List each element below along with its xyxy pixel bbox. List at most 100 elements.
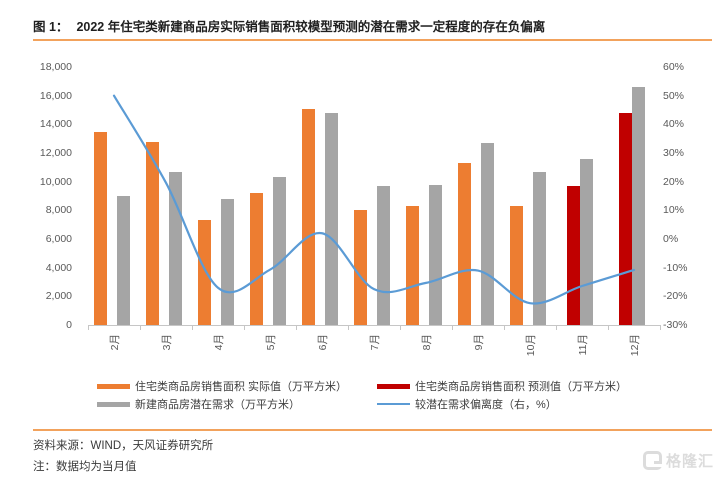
x-axis-tick [660, 325, 661, 330]
bar-predicted [567, 185, 580, 325]
potential-swatch [97, 401, 130, 407]
x-category-label: 5月 [265, 334, 277, 351]
x-axis-tick [192, 325, 193, 330]
bar-potential [169, 171, 182, 325]
y-right-tick-label: 0% [663, 233, 679, 245]
x-category-label-wrap: 10月 [523, 334, 537, 382]
bar-potential [221, 198, 234, 325]
y-right-tick-label: -20% [663, 290, 688, 303]
bar-potential [273, 177, 286, 325]
bar-actual [302, 108, 315, 325]
x-category-label: 11月 [577, 334, 589, 356]
x-category-label-wrap: 12月 [627, 334, 641, 382]
bar-potential [117, 196, 130, 325]
x-axis-tick [296, 325, 297, 330]
x-axis-tick [452, 325, 453, 330]
x-category-label: 10月 [525, 334, 537, 357]
x-category-label-wrap: 7月 [367, 334, 381, 382]
bar-actual [198, 220, 211, 325]
x-category-label-wrap: 9月 [471, 334, 485, 382]
bar-actual [510, 206, 523, 325]
bar-actual [146, 141, 159, 325]
legend-item-predicted: 住宅类商品房销售面积 预测值（万平方米） [377, 378, 627, 394]
bar-actual [94, 131, 107, 325]
x-category-label-wrap: 3月 [159, 334, 173, 382]
y-right-tick-label: 50% [663, 89, 685, 102]
y-left-tick-label: 4,000 [45, 261, 72, 274]
actual-swatch [97, 383, 130, 389]
bar-potential [325, 112, 338, 325]
gelonghui-logo-icon [642, 451, 662, 470]
source-text: 资料来源：WIND，天风证券研究所 [33, 440, 214, 452]
y-right-tick-label: 60% [663, 61, 685, 73]
y-left-tick-label: 12,000 [39, 147, 72, 159]
x-category-label: 4月 [213, 334, 225, 351]
y-right-tick-label: 30% [663, 147, 685, 159]
x-category-label: 6月 [317, 334, 329, 351]
x-category-label: 3月 [161, 334, 173, 351]
y-right-tick-label: 40% [663, 118, 685, 131]
y-left-tick-label: 0 [66, 319, 72, 331]
x-category-label: 7月 [369, 334, 381, 351]
x-category-label: 2月 [109, 334, 121, 351]
y-right-tick-label: 10% [663, 204, 685, 217]
y-left-tick-label: 6,000 [45, 233, 72, 245]
y-left-tick-label: 10,000 [39, 175, 72, 188]
y-left-tick-label: 8,000 [45, 204, 72, 217]
bar-predicted [619, 112, 632, 325]
gelonghui-logo-text: 格隆汇 [665, 453, 714, 470]
legend-item-deviation: 较潜在需求偏离度（右，%） [377, 396, 557, 412]
x-axis-tick [556, 325, 557, 330]
x-category-label: 9月 [473, 334, 485, 351]
bar-actual [250, 193, 263, 325]
deviation-line [112, 94, 636, 305]
bar-potential [580, 158, 593, 325]
x-axis-line [88, 325, 661, 326]
bar-actual [406, 206, 419, 325]
bar-potential [429, 184, 442, 325]
chart-area: 18,000 16,000 14,000 12,000 10,000 8,000 6,000… [39, 61, 688, 382]
x-axis-tick [140, 325, 141, 330]
x-category-label: 8月 [421, 334, 433, 351]
deviation-line-swatch [377, 403, 410, 405]
y-left-tick-label: 16,000 [39, 89, 72, 102]
y-left-tick-label: 14,000 [39, 118, 72, 131]
x-axis-tick [608, 325, 609, 330]
figure-label: 图 1： [33, 20, 69, 34]
x-category-label: 12月 [629, 334, 641, 357]
gelonghui-logo: 格隆汇 [642, 450, 714, 471]
x-category-label-wrap: 11月 [575, 334, 589, 382]
footer-divider [33, 429, 712, 431]
note-text: 注：数据均为当月值 [33, 461, 137, 473]
bar-potential [481, 142, 494, 325]
legend-label-potential: 新建商品房潜在需求（万平方米） [135, 399, 300, 411]
bar-potential [533, 171, 546, 325]
x-category-label-wrap: 2月 [107, 334, 121, 382]
bar-actual [354, 210, 367, 325]
bar-potential [377, 185, 390, 325]
legend-label-actual: 住宅类商品房销售面积 实际值（万平方米） [135, 381, 348, 393]
y-left-tick-label: 2,000 [45, 290, 72, 303]
figure-title-text: 2022 年住宅类新建商品房实际销售面积较模型预测的潜在需求一定程度的存在负偏离 [76, 20, 546, 34]
legend-item-potential: 新建商品房潜在需求（万平方米） [97, 396, 300, 412]
y-right-tick-label: -10% [663, 261, 688, 274]
bar-potential [632, 87, 645, 325]
x-category-label-wrap: 8月 [419, 334, 433, 382]
x-axis-tick [88, 325, 89, 330]
y-right-tick-label: -30% [663, 319, 688, 331]
title-divider [33, 39, 712, 41]
figure-title: 图 1： 2022 年住宅类新建商品房实际销售面积较模型预测的潜在需求一定程度的存… [33, 16, 713, 35]
y-right-tick-label: 20% [663, 175, 685, 188]
legend-label-predicted: 住宅类商品房销售面积 预测值（万平方米） [415, 381, 628, 393]
legend-label-deviation: 较潜在需求偏离度（右，%） [415, 399, 557, 411]
x-category-label-wrap: 6月 [315, 334, 329, 382]
bar-actual [458, 163, 471, 325]
x-category-label-wrap: 5月 [263, 334, 277, 382]
y-left-tick-label: 18,000 [39, 61, 72, 73]
x-axis-tick [504, 325, 505, 330]
x-axis-tick [400, 325, 401, 330]
predicted-swatch [377, 383, 410, 389]
x-axis-tick [244, 325, 245, 330]
legend-item-actual: 住宅类商品房销售面积 实际值（万平方米） [97, 378, 347, 394]
